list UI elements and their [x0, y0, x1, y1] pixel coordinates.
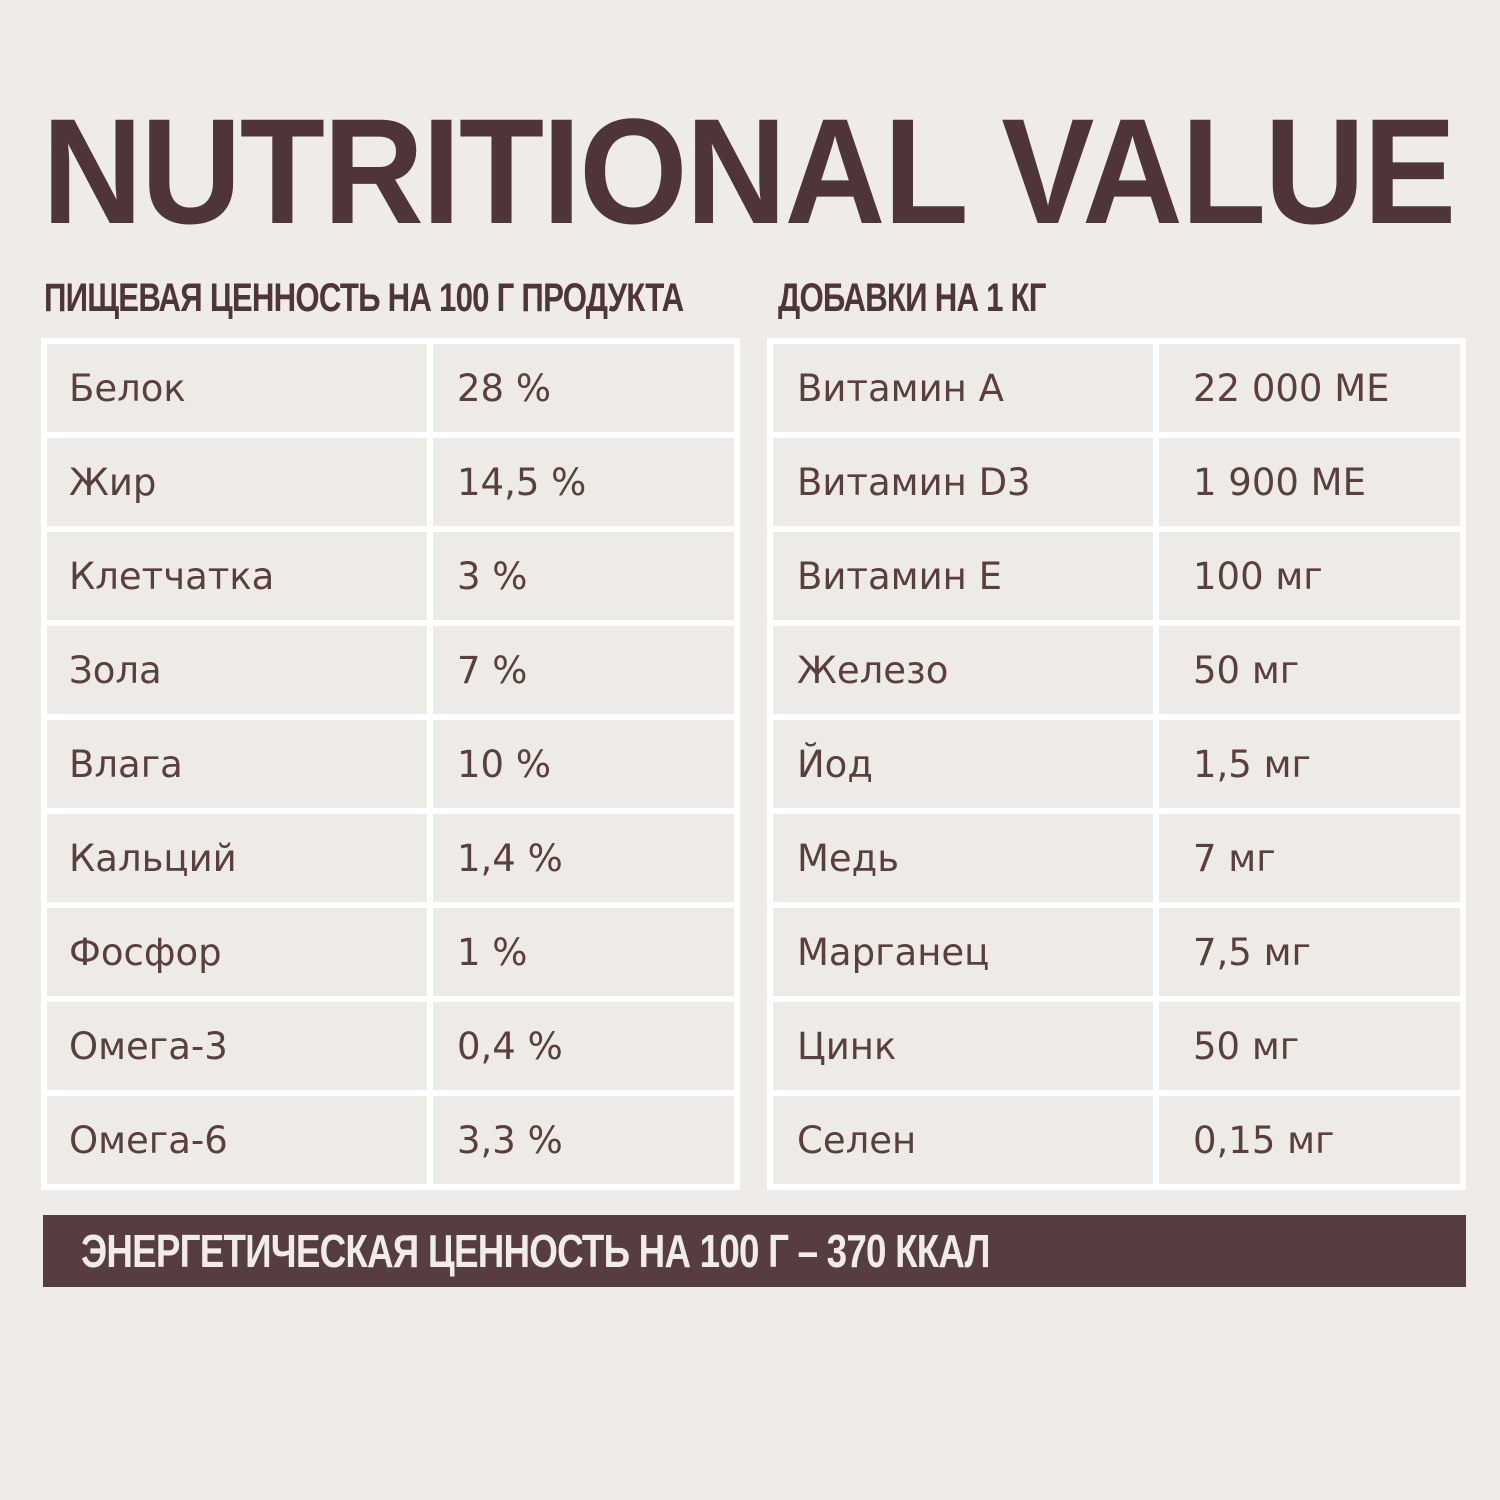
additive-name: Витамин D3 — [773, 438, 1153, 526]
additive-name: Марганец — [773, 908, 1153, 996]
additive-value: 7,5 мг — [1159, 908, 1460, 996]
additive-name: Селен — [773, 1096, 1153, 1184]
additive-value: 1,5 мг — [1159, 720, 1460, 808]
additive-value: 100 мг — [1159, 532, 1460, 620]
nutrient-name: Жир — [47, 438, 427, 526]
table-row: Медь 7 мг — [773, 814, 1460, 902]
table-row: Железо 50 мг — [773, 626, 1460, 714]
nutrient-name: Омега-6 — [47, 1096, 427, 1184]
nutrient-name: Влага — [47, 720, 427, 808]
nutrient-value: 14,5 % — [433, 438, 734, 526]
nutrient-name: Фосфор — [47, 908, 427, 996]
nutrition-heading: ПИЩЕВАЯ ЦЕННОСТЬ НА 100 Г ПРОДУКТА — [44, 276, 684, 320]
additive-name: Йод — [773, 720, 1153, 808]
additives-heading: ДОБАВКИ НА 1 КГ — [778, 276, 1047, 320]
additive-value: 50 мг — [1159, 626, 1460, 714]
additive-value: 50 мг — [1159, 1002, 1460, 1090]
additives-table: Витамин А 22 000 МЕ Витамин D3 1 900 МЕ Ви… — [767, 338, 1466, 1190]
additive-value: 22 000 МЕ — [1159, 344, 1460, 432]
table-row: Жир 14,5 % — [47, 438, 734, 526]
nutrient-name: Белок — [47, 344, 427, 432]
table-row: Фосфор 1 % — [47, 908, 734, 996]
nutrient-value: 1,4 % — [433, 814, 734, 902]
table-row: Витамин D3 1 900 МЕ — [773, 438, 1460, 526]
table-row: Витамин А 22 000 МЕ — [773, 344, 1460, 432]
table-row: Селен 0,15 мг — [773, 1096, 1460, 1184]
additive-name: Железо — [773, 626, 1153, 714]
table-row: Цинк 50 мг — [773, 1002, 1460, 1090]
nutrient-value: 28 % — [433, 344, 734, 432]
additive-name: Витамин Е — [773, 532, 1153, 620]
table-row: Белок 28 % — [47, 344, 734, 432]
table-row: Зола 7 % — [47, 626, 734, 714]
nutrient-value: 3,3 % — [433, 1096, 734, 1184]
nutrient-value: 10 % — [433, 720, 734, 808]
additive-name: Витамин А — [773, 344, 1153, 432]
nutrient-name: Клетчатка — [47, 532, 427, 620]
nutrient-value: 3 % — [433, 532, 734, 620]
table-row: Кальций 1,4 % — [47, 814, 734, 902]
page-title: NUTRITIONAL VALUE — [42, 87, 1456, 255]
energy-text: ЭНЕРГЕТИЧЕСКАЯ ЦЕННОСТЬ НА 100 Г – 370 К… — [81, 1225, 990, 1277]
table-row: Йод 1,5 мг — [773, 720, 1460, 808]
additive-value: 7 мг — [1159, 814, 1460, 902]
nutrient-value: 1 % — [433, 908, 734, 996]
nutrient-name: Кальций — [47, 814, 427, 902]
table-row: Витамин Е 100 мг — [773, 532, 1460, 620]
nutrient-name: Омега-3 — [47, 1002, 427, 1090]
energy-banner: ЭНЕРГЕТИЧЕСКАЯ ЦЕННОСТЬ НА 100 Г – 370 К… — [43, 1215, 1466, 1287]
table-row: Омега-3 0,4 % — [47, 1002, 734, 1090]
additive-value: 1 900 МЕ — [1159, 438, 1460, 526]
nutrient-name: Зола — [47, 626, 427, 714]
table-row: Клетчатка 3 % — [47, 532, 734, 620]
additive-name: Цинк — [773, 1002, 1153, 1090]
nutrition-table: Белок 28 % Жир 14,5 % Клетчатка 3 % Зола 7 %… — [41, 338, 740, 1190]
table-row: Влага 10 % — [47, 720, 734, 808]
nutrient-value: 7 % — [433, 626, 734, 714]
additive-value: 0,15 мг — [1159, 1096, 1460, 1184]
additive-name: Медь — [773, 814, 1153, 902]
nutrient-value: 0,4 % — [433, 1002, 734, 1090]
table-row: Омега-6 3,3 % — [47, 1096, 734, 1184]
table-row: Марганец 7,5 мг — [773, 908, 1460, 996]
